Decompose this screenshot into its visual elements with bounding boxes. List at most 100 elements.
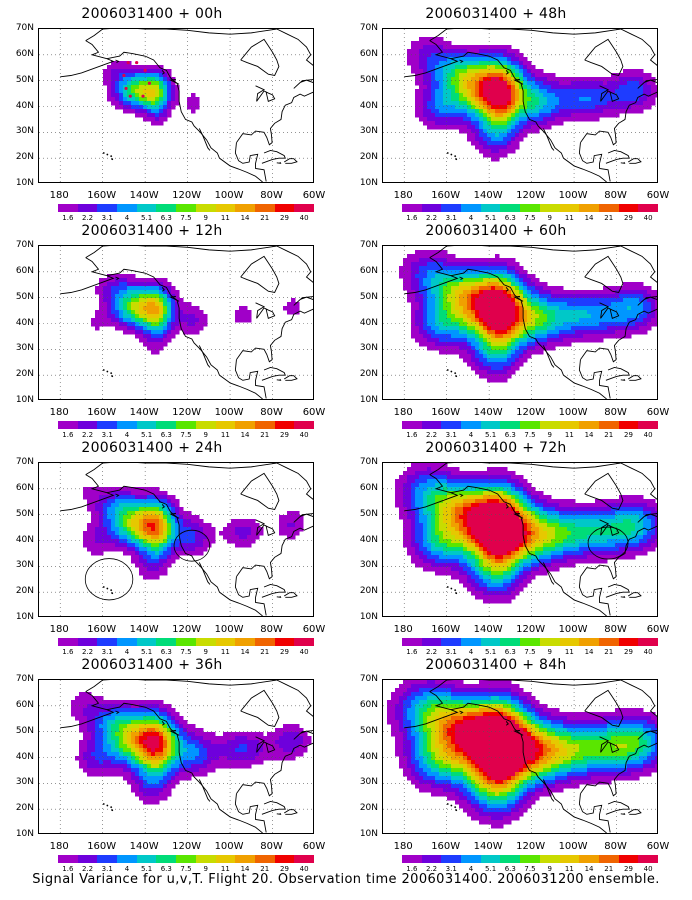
variance-cell xyxy=(103,523,108,528)
variance-cell xyxy=(583,531,588,536)
coastline xyxy=(106,485,263,616)
variance-cell xyxy=(163,105,168,110)
variance-cell xyxy=(411,527,416,532)
variance-cell xyxy=(503,294,508,299)
variance-cell xyxy=(163,113,168,118)
variance-cell xyxy=(147,563,152,568)
variance-cell xyxy=(119,101,124,106)
variance-cell xyxy=(467,358,472,363)
variance-cell xyxy=(623,69,628,74)
variance-cell xyxy=(135,278,140,283)
variance-cell xyxy=(495,294,500,299)
variance-cell xyxy=(611,105,616,110)
variance-cell xyxy=(459,479,464,484)
variance-cell xyxy=(415,93,420,98)
variance-cell xyxy=(635,326,640,331)
variance-cell xyxy=(415,499,420,504)
variance-cell xyxy=(431,254,436,259)
variance-cell xyxy=(127,290,132,295)
variance-cell xyxy=(419,483,424,488)
variance-cell xyxy=(579,290,584,295)
variance-cell xyxy=(439,258,444,263)
variance-cell xyxy=(111,318,116,323)
variance-cell xyxy=(431,298,436,303)
variance-cell xyxy=(111,85,116,90)
variance-cell xyxy=(467,105,472,110)
variance-cell xyxy=(519,101,524,106)
variance-cell xyxy=(563,294,568,299)
variance-cell xyxy=(123,515,128,520)
variance-cell xyxy=(479,57,484,62)
variance-cell xyxy=(443,262,448,267)
variance-cell xyxy=(547,117,552,122)
variance-cell xyxy=(159,65,164,70)
coastline xyxy=(580,308,657,363)
variance-cell xyxy=(431,523,436,528)
variance-cell xyxy=(163,563,168,568)
variance-cell xyxy=(151,117,156,122)
colorbar-swatch xyxy=(215,204,236,212)
variance-cell xyxy=(475,145,480,150)
variance-cell xyxy=(479,334,484,339)
variance-cell xyxy=(155,302,160,307)
variance-cell xyxy=(503,141,508,146)
variance-cell xyxy=(179,318,184,323)
lat-tick-label: 50N xyxy=(15,508,34,519)
colorbar-label: 5.1 xyxy=(141,648,153,656)
variance-cell xyxy=(95,495,100,500)
variance-cell xyxy=(431,266,436,271)
variance-cell xyxy=(135,511,140,516)
variance-cell xyxy=(427,539,432,544)
variance-cell xyxy=(487,117,492,122)
variance-cell xyxy=(171,326,176,331)
variance-cell xyxy=(435,515,440,520)
variance-cell xyxy=(503,362,508,367)
variance-cell xyxy=(143,519,148,524)
variance-cell xyxy=(539,121,544,126)
variance-cell xyxy=(587,539,592,544)
variance-cell xyxy=(419,543,424,548)
variance-cell xyxy=(519,93,524,98)
colorbar-label: 6.3 xyxy=(504,431,516,439)
variance-cell xyxy=(583,535,588,540)
variance-cell xyxy=(455,286,460,291)
variance-cell xyxy=(471,483,476,488)
variance-cell xyxy=(567,113,572,118)
variance-cell xyxy=(535,85,540,90)
variance-cell xyxy=(539,282,544,287)
variance-cell xyxy=(579,101,584,106)
variance-cell xyxy=(131,515,136,520)
variance-cell xyxy=(543,523,548,528)
variance-cell xyxy=(563,105,568,110)
variance-cell xyxy=(479,338,484,343)
variance-cell xyxy=(471,358,476,363)
variance-cell xyxy=(571,511,576,516)
variance-cell xyxy=(511,65,516,70)
variance-cell xyxy=(99,551,104,556)
variance-cell xyxy=(455,298,460,303)
variance-cell xyxy=(523,310,528,315)
map-panel: 2006031400 + 12h 70N 60N 50N 40N 30N 20N 10N 180… xyxy=(2,223,326,443)
variance-cell xyxy=(159,298,164,303)
variance-cell xyxy=(515,342,520,347)
variance-cell xyxy=(567,97,572,102)
variance-cell xyxy=(407,487,412,492)
variance-cell xyxy=(127,511,132,516)
variance-cell xyxy=(487,358,492,363)
variance-cell xyxy=(163,81,168,86)
variance-cell xyxy=(479,491,484,496)
variance-cell xyxy=(455,85,460,90)
variance-cell xyxy=(187,302,192,307)
colorbar-swatch xyxy=(97,421,118,429)
variance-cell xyxy=(627,89,632,94)
lon-tick-label: 140W xyxy=(129,624,159,635)
variance-cell xyxy=(519,278,524,283)
variance-cell xyxy=(591,527,596,532)
variance-cell xyxy=(287,310,292,315)
variance-cell xyxy=(531,314,536,319)
variance-cell xyxy=(483,133,488,138)
variance-cell xyxy=(427,334,432,339)
variance-cell xyxy=(439,491,444,496)
variance-cell xyxy=(467,298,472,303)
variance-cell xyxy=(535,109,540,114)
